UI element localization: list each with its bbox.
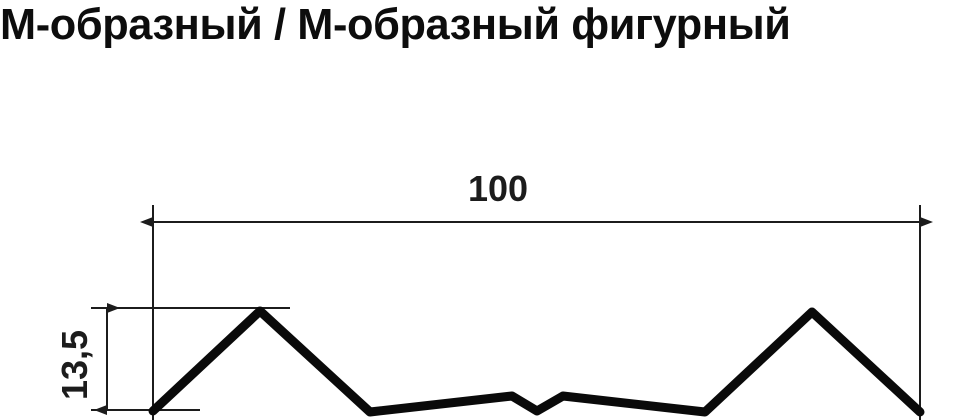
page-title: М-образный / М-образный фигурный [0, 0, 791, 49]
dimension-label-width: 100 [467, 168, 529, 209]
profile-outline [148, 306, 925, 417]
dimension-label-height: 13,5 [54, 329, 95, 401]
